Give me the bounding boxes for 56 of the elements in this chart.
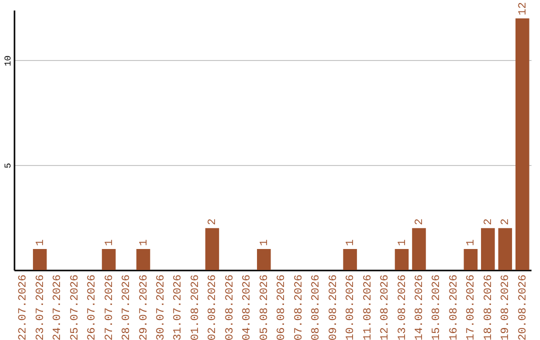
data-label: 1 [396,239,409,246]
data-label: 1 [258,239,271,246]
data-label: 2 [207,218,220,226]
bar [498,228,512,270]
bar [343,249,357,270]
y-tick-label: 5 [4,162,14,168]
data-label: 2 [482,218,495,226]
x-tick-label: 13.08.2026 [396,274,409,340]
x-tick-label: 27.07.2026 [104,274,116,340]
x-tick-label: 30.07.2026 [155,274,168,340]
data-label: 1 [466,239,478,246]
bar [412,228,426,270]
data-label: 1 [104,239,116,246]
x-tick-label: 31.07.2026 [172,274,185,340]
bar [32,249,47,270]
bar [136,249,150,270]
x-tick-label: 17.08.2026 [466,274,478,340]
x-tick-label: 29.07.2026 [138,274,150,340]
x-tick-label: 28.07.2026 [121,274,134,340]
bar [464,249,478,270]
x-tick-label: 23.07.2026 [34,274,47,340]
x-tick-label: 12.08.2026 [380,274,392,340]
x-tick-label: 07.08.2026 [293,274,306,340]
y-tick-label: 10 [4,55,14,66]
x-tick-label: 08.08.2026 [310,274,323,340]
x-tick-label: 11.08.2026 [362,274,374,340]
x-tick-label: 09.08.2026 [328,274,340,340]
x-tick-label: 03.08.2026 [224,274,236,340]
bar [515,18,530,270]
x-tick-label: 15.08.2026 [431,274,444,340]
x-tick-label: 06.08.2026 [276,274,288,340]
x-tick-label: 26.07.2026 [86,274,99,340]
x-tick-label: 20.08.2026 [517,274,530,340]
x-tick-label: 18.08.2026 [482,274,495,340]
x-tick-label: 22.07.2026 [18,274,30,340]
data-label: 1 [138,239,150,246]
x-tick-label: 04.08.2026 [242,274,254,340]
x-tick-label: 14.08.2026 [414,274,426,340]
data-label: 2 [500,218,512,226]
x-tick-label: 02.08.2026 [207,274,220,340]
x-tick-label: 25.07.2026 [69,274,82,340]
bar [205,228,220,270]
data-label: 1 [34,239,47,246]
bar [481,228,495,270]
x-tick-label: 19.08.2026 [500,274,512,340]
data-label: 12 [517,2,530,16]
x-tick-label: 16.08.2026 [448,274,460,340]
x-tick-label: 24.07.2026 [52,274,64,340]
x-tick-label: 10.08.2026 [345,274,358,340]
bar [256,249,271,270]
data-label: 2 [414,218,426,226]
bar [102,249,116,270]
data-label: 1 [345,239,358,246]
x-tick-label: 01.08.2026 [190,274,202,340]
bar [394,249,409,270]
x-tick-label: 05.08.2026 [258,274,271,340]
